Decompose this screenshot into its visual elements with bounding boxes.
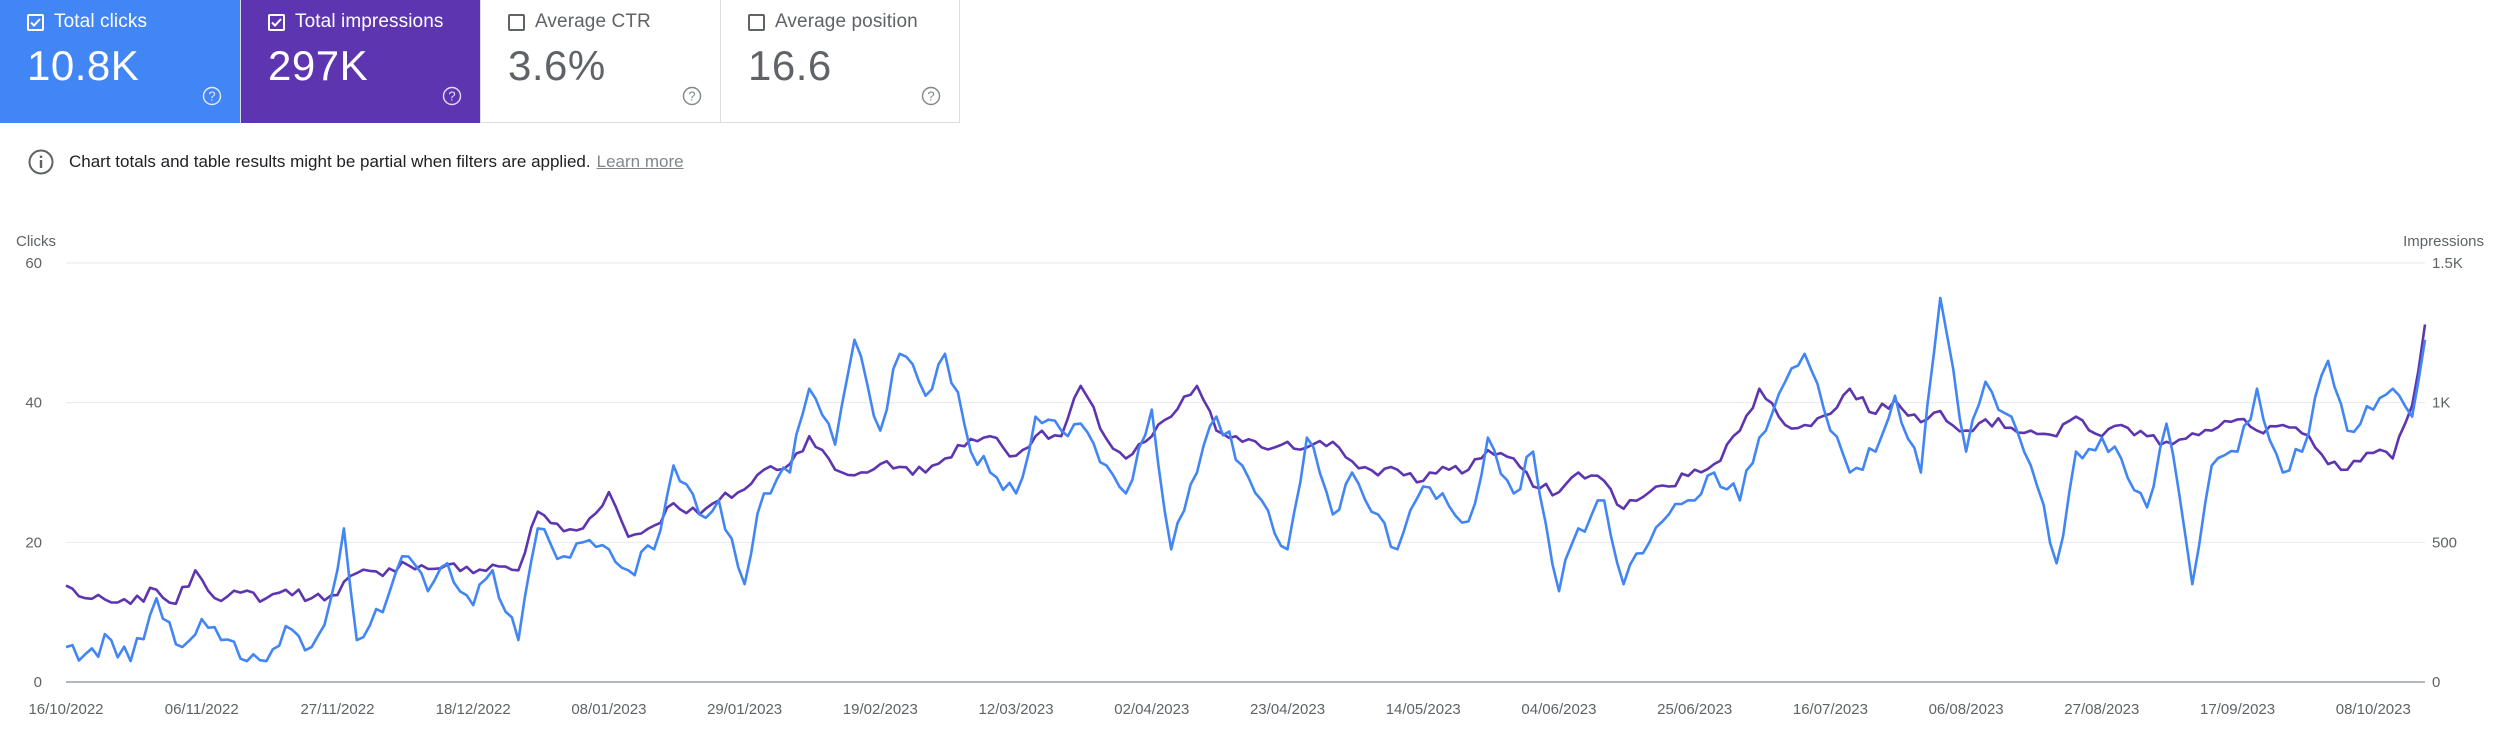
- help-icon[interactable]: ?: [921, 86, 941, 106]
- chart-series: [65, 296, 2427, 663]
- x-tick-label: 12/03/2023: [979, 701, 1054, 718]
- checkbox-checked-icon[interactable]: [268, 13, 285, 31]
- x-tick-label: 23/04/2023: [1250, 701, 1325, 718]
- x-tick-label: 04/06/2023: [1521, 701, 1596, 718]
- card-header: Average CTR: [508, 11, 651, 33]
- help-icon[interactable]: ?: [442, 86, 462, 106]
- card-value: 16.6: [748, 42, 832, 89]
- partial-data-notice: Chart totals and table results might be …: [27, 148, 684, 176]
- y-axis-label: Clicks: [16, 233, 56, 250]
- y2-tick-label: 1K: [2432, 395, 2450, 412]
- x-tick-label: 27/08/2023: [2064, 701, 2139, 718]
- impressions-series-line: [65, 324, 2427, 606]
- y2-axis-ticks: 0 500 1K 1.5K: [2432, 255, 2463, 691]
- x-tick-label: 08/01/2023: [571, 701, 646, 718]
- svg-text:?: ?: [448, 89, 455, 104]
- y-tick-label: 60: [25, 255, 42, 272]
- checkbox-unchecked-icon[interactable]: [508, 13, 525, 31]
- average-position-card[interactable]: Average position 16.6 ?: [720, 0, 960, 123]
- x-tick-label: 27/11/2022: [300, 701, 374, 718]
- help-icon[interactable]: ?: [202, 86, 222, 106]
- y-tick-label: 0: [34, 674, 42, 691]
- x-tick-label: 14/05/2023: [1386, 701, 1461, 718]
- svg-text:?: ?: [208, 89, 215, 104]
- x-tick-label: 19/02/2023: [843, 701, 918, 718]
- x-axis-ticks: 16/10/2022 06/11/2022 27/11/2022 18/12/2022…: [28, 701, 2410, 718]
- card-label: Total impressions: [295, 11, 444, 32]
- card-value: 3.6%: [508, 42, 606, 89]
- average-ctr-card[interactable]: Average CTR 3.6% ?: [480, 0, 720, 123]
- x-tick-label: 06/08/2023: [1929, 701, 2004, 718]
- y2-tick-label: 500: [2432, 534, 2457, 551]
- y-axis-ticks: 0 20 40 60: [25, 255, 42, 691]
- x-tick-label: 18/12/2022: [436, 701, 511, 718]
- performance-chart: Clicks Impressions 0 20 40 60 0 500 1K 1.5K 16…: [16, 233, 2484, 718]
- info-icon: [28, 149, 54, 175]
- checkbox-checked-icon[interactable]: [27, 13, 44, 31]
- card-header: Average position: [748, 11, 918, 33]
- card-value: 297K: [268, 42, 369, 89]
- card-header: Total clicks: [27, 11, 147, 33]
- x-tick-label: 17/09/2023: [2200, 701, 2275, 718]
- y2-tick-label: 0: [2432, 674, 2440, 691]
- y2-axis-label: Impressions: [2403, 233, 2484, 250]
- grid-lines: [66, 262, 2425, 683]
- clicks-series-line: [65, 296, 2427, 663]
- metric-cards: Total clicks 10.8K ? Total impressions 2…: [0, 0, 960, 123]
- notice-text: Chart totals and table results might be …: [69, 152, 591, 171]
- x-tick-label: 25/06/2023: [1657, 701, 1732, 718]
- card-label: Average position: [775, 11, 918, 32]
- learn-more-link[interactable]: Learn more: [596, 152, 684, 171]
- svg-text:?: ?: [927, 89, 934, 104]
- total-clicks-card[interactable]: Total clicks 10.8K ?: [0, 0, 240, 123]
- checkbox-unchecked-icon[interactable]: [748, 13, 765, 31]
- y-tick-label: 40: [25, 395, 42, 412]
- x-tick-label: 29/01/2023: [707, 701, 782, 718]
- card-value: 10.8K: [27, 42, 140, 89]
- card-header: Total impressions: [268, 11, 443, 33]
- x-tick-label: 06/11/2022: [165, 701, 239, 718]
- x-tick-label: 02/04/2023: [1114, 701, 1189, 718]
- x-tick-label: 16/07/2023: [1793, 701, 1868, 718]
- y2-tick-label: 1.5K: [2432, 255, 2463, 272]
- svg-text:?: ?: [688, 89, 695, 104]
- x-tick-label: 08/10/2023: [2336, 701, 2411, 718]
- total-impressions-card[interactable]: Total impressions 297K ?: [240, 0, 480, 123]
- y-tick-label: 20: [25, 534, 42, 551]
- x-tick-label: 16/10/2022: [28, 701, 103, 718]
- help-icon[interactable]: ?: [682, 86, 702, 106]
- card-label: Average CTR: [535, 11, 651, 32]
- card-label: Total clicks: [54, 11, 148, 32]
